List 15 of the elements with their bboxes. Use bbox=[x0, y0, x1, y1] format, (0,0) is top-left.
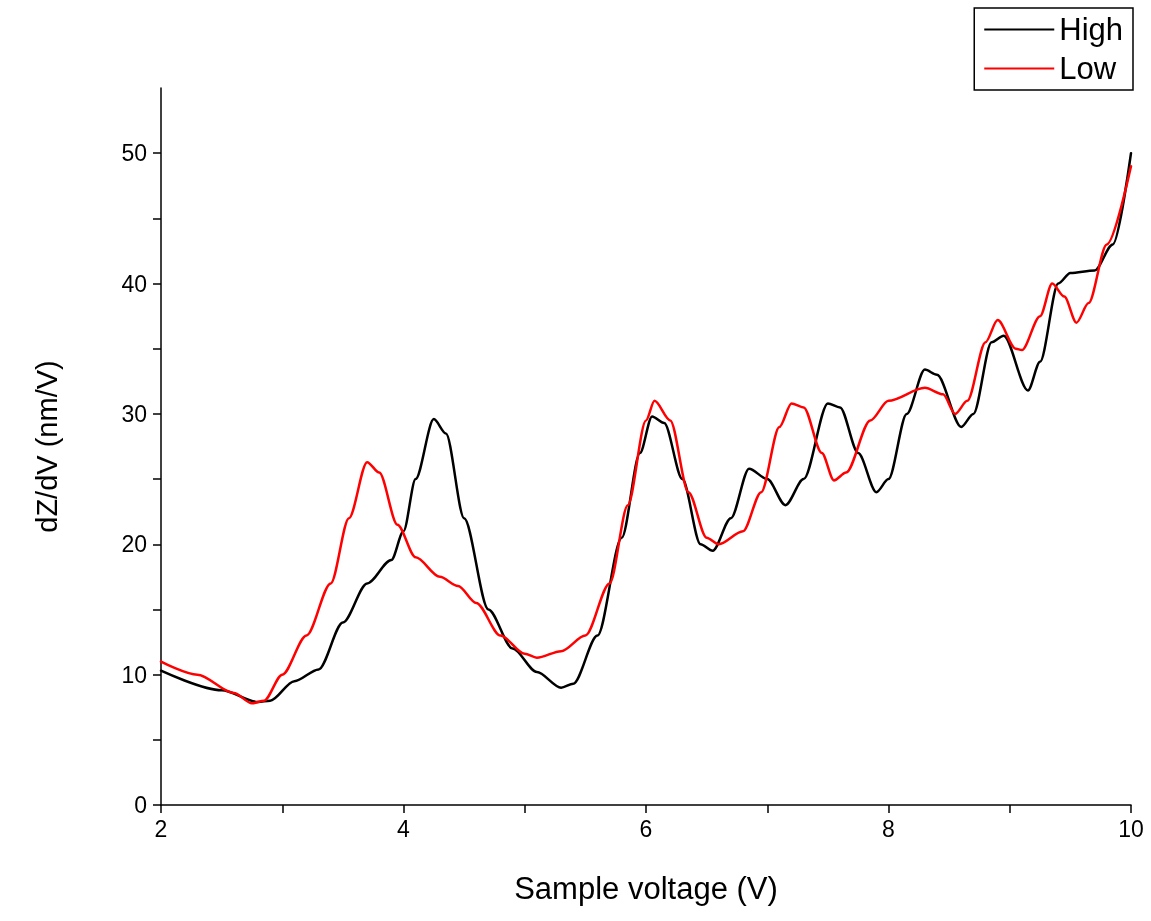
y-tick-label: 20 bbox=[121, 531, 147, 558]
y-tick-label: 30 bbox=[121, 400, 147, 427]
legend-label: Low bbox=[1059, 51, 1117, 86]
x-tick-label: 2 bbox=[154, 815, 168, 842]
y-tick-label: 40 bbox=[121, 270, 147, 297]
y-axis-title: dZ/dV (nm/V) bbox=[30, 360, 63, 533]
y-tick-label: 10 bbox=[121, 661, 147, 688]
x-tick-label: 6 bbox=[639, 815, 653, 842]
y-tick-label: 50 bbox=[121, 140, 147, 167]
x-tick-label: 4 bbox=[397, 815, 411, 842]
x-tick-label: 10 bbox=[1118, 815, 1144, 842]
y-tick-label: 0 bbox=[134, 792, 147, 818]
legend-label: High bbox=[1059, 12, 1124, 47]
x-tick-label: 8 bbox=[882, 815, 895, 842]
x-axis-title: Sample voltage (V) bbox=[514, 871, 778, 906]
